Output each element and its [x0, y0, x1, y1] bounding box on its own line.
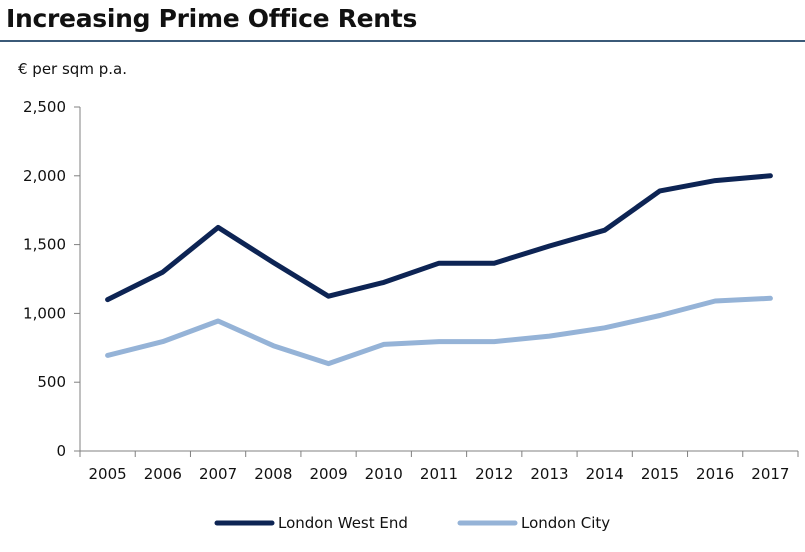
x-tick-label: 2014	[586, 465, 624, 483]
y-tick-label: 1,000	[23, 304, 66, 322]
x-tick-label: 2013	[530, 465, 568, 483]
legend-label: London West End	[278, 514, 408, 532]
x-tick-label: 2011	[420, 465, 458, 483]
legend-label: London City	[521, 514, 610, 532]
x-tick-label: 2006	[144, 465, 182, 483]
x-tick-label: 2005	[89, 465, 127, 483]
x-tick-label: 2008	[254, 465, 292, 483]
x-tick-label: 2012	[475, 465, 513, 483]
y-tick-label: 0	[56, 442, 66, 460]
x-tick-label: 2017	[751, 465, 789, 483]
x-tick-label: 2010	[365, 465, 403, 483]
series-line-london-city	[105, 295, 773, 367]
y-tick-label: 2,500	[23, 98, 66, 116]
x-tick-label: 2007	[199, 465, 237, 483]
y-axis-unit-label: € per sqm p.a.	[18, 60, 127, 78]
title-underline	[0, 40, 805, 42]
series-line-london-west-end	[105, 173, 773, 303]
x-tick-label: 2009	[309, 465, 347, 483]
y-tick-label: 1,500	[23, 236, 66, 254]
x-tick-label: 2016	[696, 465, 734, 483]
chart-title: Increasing Prime Office Rents	[6, 4, 418, 33]
x-tick-label: 2015	[641, 465, 679, 483]
y-tick-label: 500	[37, 373, 66, 391]
y-tick-label: 2,000	[23, 167, 66, 185]
